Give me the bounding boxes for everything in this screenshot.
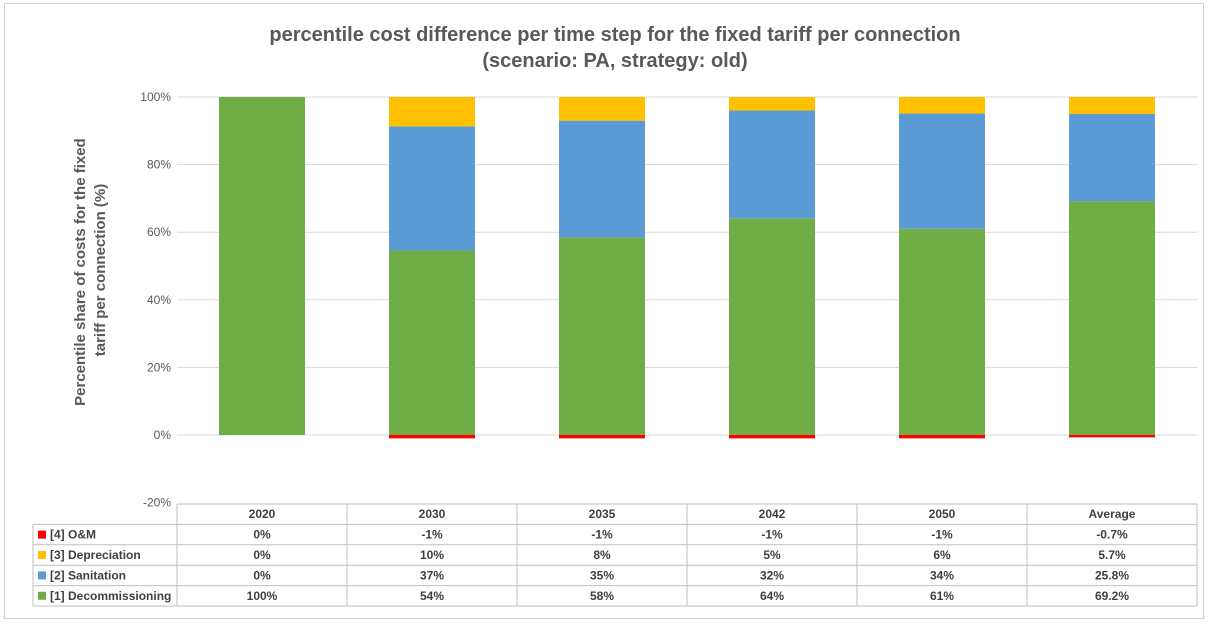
x-category-label: 2042	[759, 507, 786, 521]
legend-swatch	[38, 551, 46, 559]
bar-segment	[559, 435, 645, 439]
bar-segment	[389, 435, 475, 439]
bar-segment	[559, 97, 645, 121]
y-tick-label: 60%	[147, 225, 171, 239]
data-label: 58%	[590, 589, 614, 603]
data-label: 100%	[247, 589, 278, 603]
data-label: -1%	[761, 528, 783, 542]
data-label: 8%	[593, 548, 611, 562]
bar-segment	[1069, 97, 1155, 114]
bar-segment	[899, 228, 985, 435]
x-category-label: 2050	[929, 507, 956, 521]
data-label: 0%	[253, 568, 271, 582]
data-label: 25.8%	[1095, 568, 1129, 582]
data-label: 54%	[420, 589, 444, 603]
data-label: 5.7%	[1098, 548, 1126, 562]
y-tick-label: 100%	[140, 90, 171, 104]
data-label: 5%	[763, 548, 781, 562]
data-label: 37%	[420, 568, 444, 582]
bar-segment	[559, 120, 645, 238]
legend-entry: [2] Sanitation	[50, 568, 126, 582]
y-axis-label-line-1: Percentile share of costs for the fixed	[72, 138, 89, 406]
legend-swatch	[38, 591, 46, 600]
data-label: 0%	[253, 528, 271, 542]
x-category-label: 2020	[249, 507, 276, 521]
data-table: 2020 2030 2035 2042 2050 Average [4] O&M 0% -1% -…	[32, 503, 1198, 607]
data-label: 32%	[760, 568, 784, 582]
legend-entry: [4] O&M	[50, 528, 96, 542]
y-tick-label: 40%	[147, 293, 171, 307]
bar-segment	[389, 126, 475, 251]
legend-entry: [1] Decommissioning	[50, 589, 171, 603]
y-axis-label: Percentile share of costs for the fixed …	[72, 134, 109, 406]
y-tick-label: 20%	[147, 360, 171, 374]
chart-title: percentile cost difference per time step…	[269, 24, 960, 46]
data-label: 10%	[420, 548, 444, 562]
bar-segment	[899, 113, 985, 229]
data-label: -0.7%	[1096, 528, 1128, 542]
x-category-label: 2030	[419, 507, 446, 521]
chart-subtitle: (scenario: PA, strategy: old)	[482, 50, 747, 72]
data-label: -1%	[931, 528, 953, 542]
y-tick-label: -20%	[143, 496, 171, 510]
legend-swatch	[38, 530, 46, 539]
legend-swatch	[38, 571, 46, 580]
bar-segment	[1069, 113, 1155, 202]
bar-segment	[729, 97, 815, 111]
y-axis-label-line-2: tariff per connection (%)	[92, 184, 109, 357]
data-label: 0%	[253, 548, 271, 562]
y-tick-label: 80%	[147, 158, 171, 172]
bar-segment	[729, 110, 815, 219]
bar-segment	[219, 97, 305, 435]
data-label: 34%	[930, 568, 954, 582]
x-category-label: 2035	[589, 507, 616, 521]
bar-segment	[899, 435, 985, 439]
bar-segment	[1069, 435, 1155, 438]
data-label: -1%	[421, 528, 443, 542]
bar-segment	[389, 250, 475, 435]
chart-svg: percentile cost difference per time step…	[32, 24, 1198, 607]
data-label: 61%	[930, 589, 954, 603]
data-label: 69.2%	[1095, 589, 1129, 603]
data-label: 64%	[760, 589, 784, 603]
data-label: 6%	[933, 548, 951, 562]
legend-entry: [3] Depreciation	[50, 548, 141, 562]
chart-frame: percentile cost difference per time step…	[4, 3, 1204, 619]
y-tick-label: 0%	[154, 428, 172, 442]
bar-segment	[1069, 201, 1155, 435]
gridlines	[177, 96, 1197, 436]
bars	[219, 97, 1155, 439]
bar-segment	[899, 97, 985, 114]
bar-segment	[729, 218, 815, 435]
data-label: 35%	[590, 568, 614, 582]
bar-segment	[729, 435, 815, 439]
x-category-label: Average	[1089, 507, 1136, 521]
bar-segment	[389, 97, 475, 127]
y-tick-labels: -20% 0% 20% 40% 60% 80% 100%	[140, 90, 171, 510]
data-label: -1%	[591, 528, 613, 542]
bar-segment	[559, 237, 645, 435]
